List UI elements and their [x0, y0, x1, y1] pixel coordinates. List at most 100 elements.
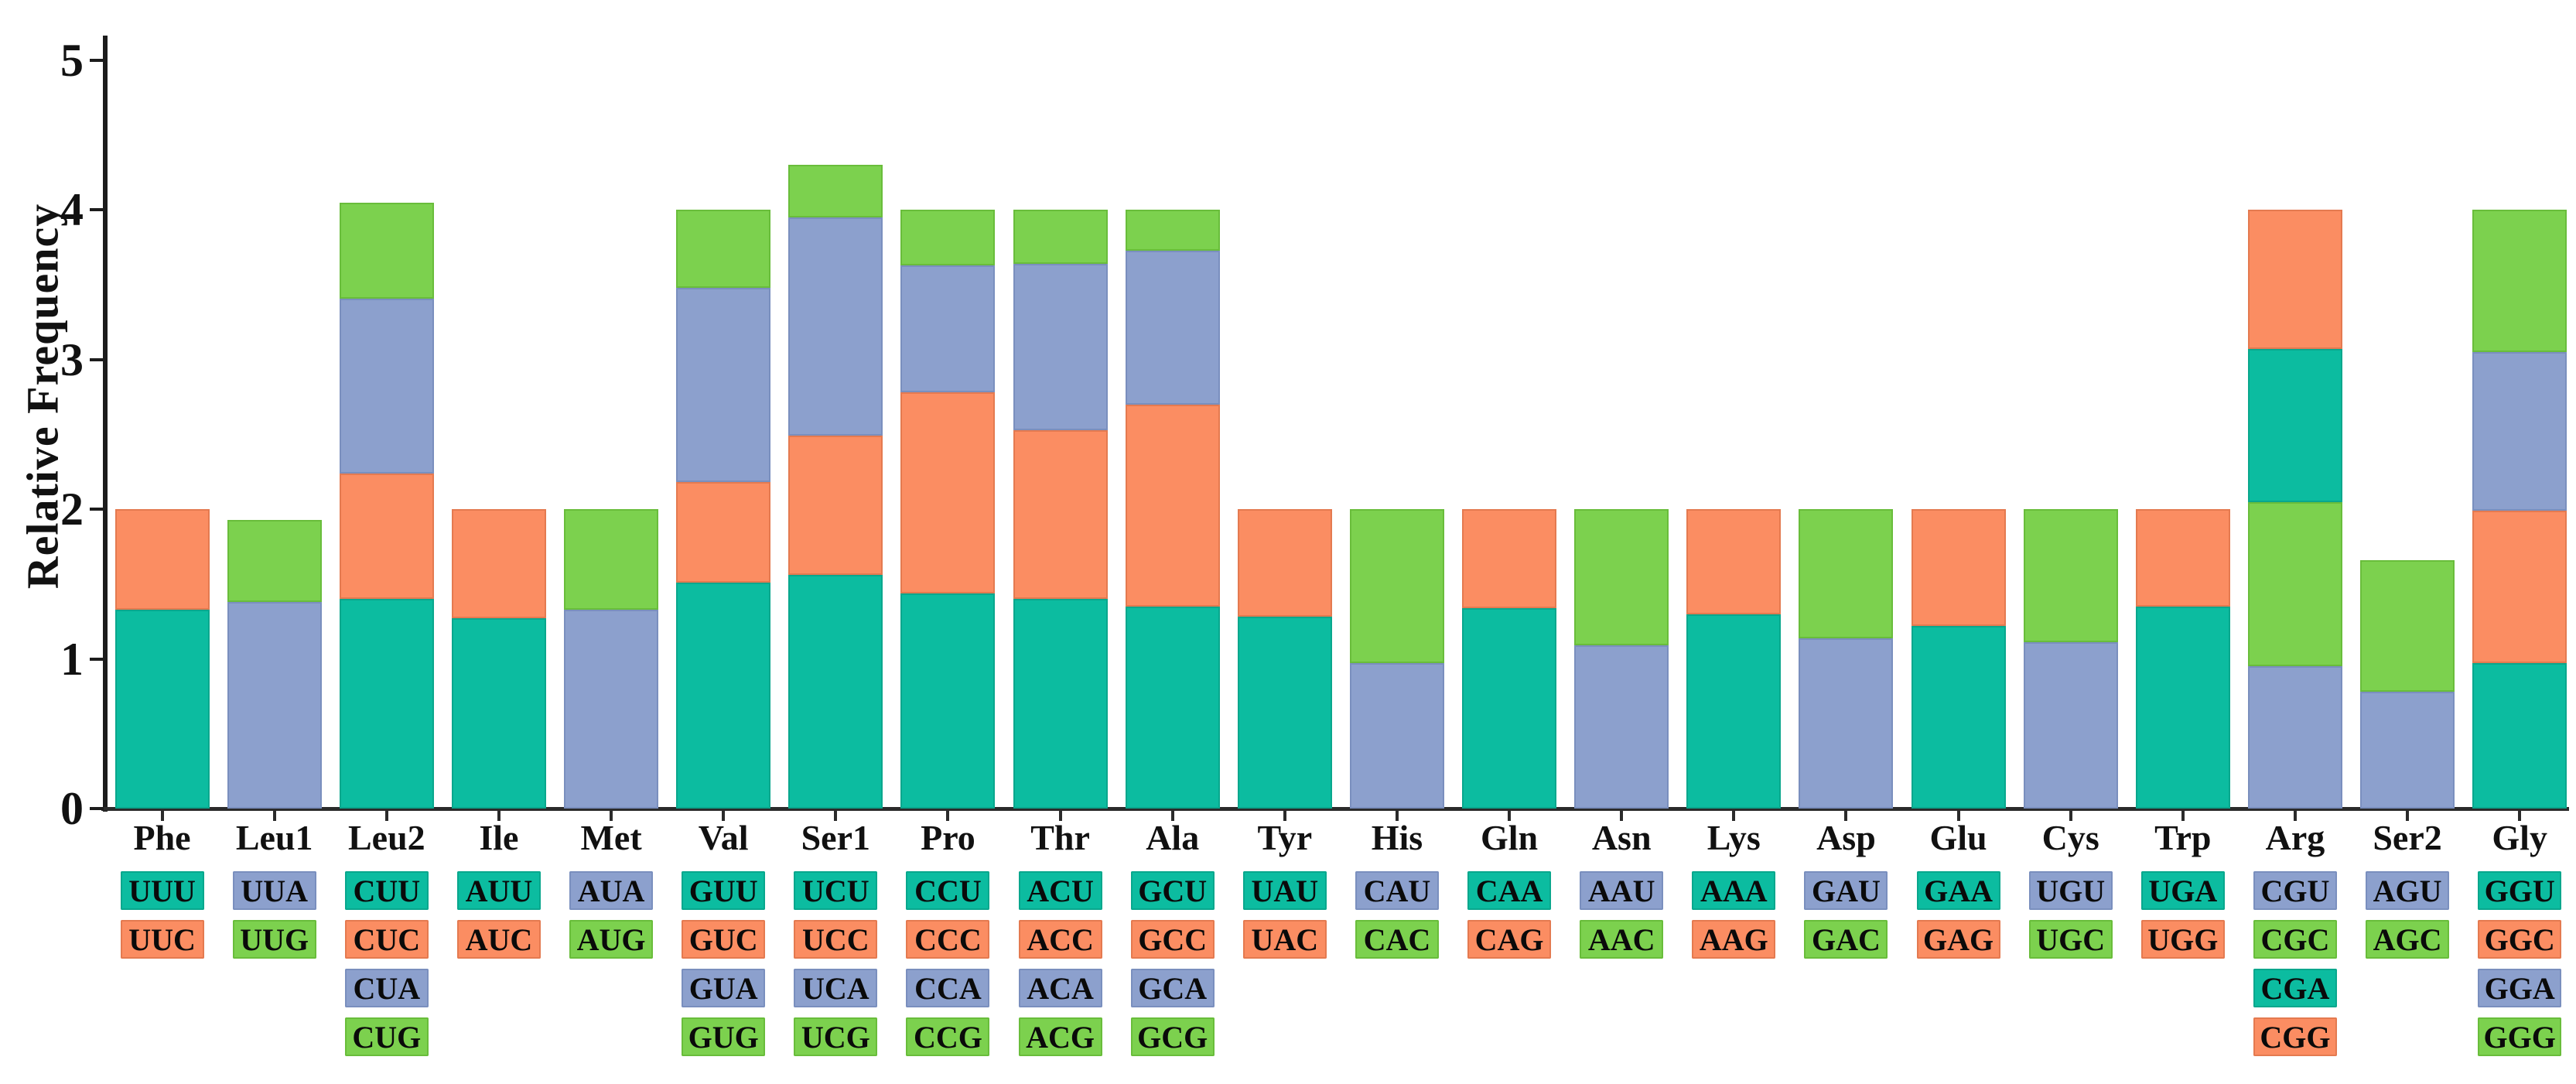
x-axis-label-Asn: Asn: [1591, 818, 1652, 857]
x-axis-label-Glu: Glu: [1929, 818, 1987, 857]
column-Leu1: Leu1 UUA UUG: [218, 0, 330, 1084]
bar-segment-AUG: [564, 509, 659, 610]
bar-segment-AAA: [1686, 614, 1782, 809]
codon-chip-AAC: AAC: [1580, 920, 1664, 959]
codon-chip-GCU: GCU: [1130, 871, 1215, 910]
bar-segment-GGA: [2472, 352, 2567, 511]
y-tick-label-4: 4: [60, 184, 84, 236]
bar-segment-AAC: [1574, 509, 1669, 646]
stacked-bar-His: [1349, 509, 1444, 809]
bar-segment-UGG: [2135, 509, 2230, 607]
bar-segment-AUU: [451, 618, 546, 809]
codon-chip-CCA: CCA: [906, 969, 990, 1007]
codon-chip-CUG: CUG: [344, 1017, 429, 1056]
codon-legend-Trp: UGA UGG: [2140, 871, 2225, 959]
bar-segment-AUA: [564, 609, 659, 809]
x-tick-Cys: [2069, 811, 2072, 821]
bar-segment-CCA: [900, 265, 996, 393]
codon-chip-CCC: CCC: [906, 920, 990, 959]
x-axis-label-Ile: Ile: [479, 818, 519, 857]
bar-segment-AAG: [1686, 509, 1782, 614]
codon-chip-UGU: UGU: [2028, 871, 2113, 910]
codon-chip-UCC: UCC: [794, 920, 878, 959]
codon-chip-AGC: AGC: [2366, 920, 2450, 959]
codon-chip-GCG: GCG: [1130, 1017, 1215, 1056]
stacked-bar-Pro: [900, 210, 996, 809]
stacked-bar-Glu: [1911, 509, 2006, 809]
codon-chip-UAC: UAC: [1242, 920, 1327, 959]
bar-segment-ACU: [1013, 599, 1108, 809]
column-Ala: Ala GCU GCC GCA GCG: [1116, 0, 1228, 1084]
stacked-bar-Tyr: [1237, 509, 1332, 809]
codon-chip-GGU: GGU: [2478, 871, 2562, 910]
column-Phe: Phe UUU UUC: [106, 0, 218, 1084]
bar-segment-ACC: [1013, 429, 1108, 600]
stacked-bar-Ser1: [788, 165, 883, 809]
column-Ser2: Ser2 AGU AGC: [2352, 0, 2464, 1084]
codon-legend-Tyr: UAU UAC: [1242, 871, 1327, 959]
bar-segment-GAA: [1911, 626, 2006, 809]
codon-legend-Leu2: CUU CUC CUA CUG: [344, 871, 429, 1056]
x-axis-label-Cys: Cys: [2041, 818, 2099, 857]
x-axis-label-Gly: Gly: [2492, 818, 2547, 857]
codon-chip-AAA: AAA: [1692, 871, 1776, 910]
codon-legend-Phe: UUU UUC: [120, 871, 204, 959]
codon-chip-UGC: UGC: [2028, 920, 2113, 959]
stacked-bar-Gln: [1462, 509, 1557, 809]
codon-legend-Cys: UGU UGC: [2028, 871, 2113, 959]
codon-legend-Ile: AUU AUC: [456, 871, 541, 959]
x-axis-label-Trp: Trp: [2154, 818, 2212, 857]
codon-legend-Val: GUU GUC GUA GUG: [682, 871, 766, 1056]
stacked-bar-Leu1: [227, 519, 322, 809]
codon-chip-UCU: UCU: [794, 871, 878, 910]
x-axis-label-Leu2: Leu2: [347, 818, 425, 857]
codon-legend-Asp: GAU GAC: [1804, 871, 1888, 959]
bar-segment-UCA: [788, 217, 883, 436]
column-Trp: Trp UGA UGG: [2127, 0, 2239, 1084]
codon-chip-GUC: GUC: [682, 920, 766, 959]
codon-chip-ACU: ACU: [1018, 871, 1102, 910]
y-tick-label-0: 0: [60, 783, 84, 834]
codon-legend-Gly: GGU GGC GGA GGG: [2478, 871, 2562, 1056]
codon-chip-UCA: UCA: [794, 969, 878, 1007]
column-Val: Val GUU GUC GUA GUG: [668, 0, 780, 1084]
bar-segment-GAG: [1911, 509, 2006, 627]
bar-segment-CAU: [1349, 663, 1444, 809]
stacked-bar-Asp: [1799, 509, 1894, 809]
y-tick-2: [90, 508, 104, 511]
codon-chip-CUA: CUA: [344, 969, 429, 1007]
x-axis-label-Thr: Thr: [1030, 818, 1090, 857]
bar-segment-CUA: [339, 298, 434, 474]
codon-legend-Pro: CCU CCC CCA CCG: [906, 871, 990, 1056]
stacked-bar-Lys: [1686, 509, 1782, 809]
codon-chip-CGC: CGC: [2253, 920, 2337, 959]
column-Thr: Thr ACU ACC ACA ACG: [1004, 0, 1116, 1084]
codon-chip-AUG: AUG: [569, 920, 654, 959]
x-tick-Lys: [1732, 811, 1736, 821]
codon-legend-Asn: AAU AAC: [1580, 871, 1664, 959]
x-tick-Arg: [2293, 811, 2297, 821]
codon-legend-Gln: CAA CAG: [1467, 871, 1552, 959]
x-tick-Phe: [160, 811, 164, 821]
stacked-bar-Arg: [2247, 210, 2342, 809]
x-axis-line: [101, 807, 2569, 811]
column-Arg: Arg CGU CGC CGA CGG: [2239, 0, 2351, 1084]
column-Leu2: Leu2 CUU CUC CUA CUG: [330, 0, 442, 1084]
bar-segment-UUC: [114, 509, 210, 610]
codon-chip-CAU: CAU: [1355, 871, 1439, 910]
codon-chip-AUA: AUA: [569, 871, 654, 910]
codon-chip-UCG: UCG: [794, 1017, 878, 1056]
bar-segment-ACG: [1013, 210, 1108, 265]
codon-chip-GAG: GAG: [1916, 920, 2000, 959]
stacked-bar-Gly: [2472, 210, 2567, 809]
x-axis-label-Phe: Phe: [133, 818, 191, 857]
x-tick-Met: [610, 811, 613, 821]
codon-chip-AAG: AAG: [1692, 920, 1776, 959]
codon-chip-CCU: CCU: [906, 871, 990, 910]
column-Cys: Cys UGU UGC: [2014, 0, 2127, 1084]
bar-segment-UCC: [788, 436, 883, 576]
codon-chip-UGA: UGA: [2140, 871, 2225, 910]
bar-segment-CGC: [2247, 501, 2342, 667]
codon-chip-GGA: GGA: [2478, 969, 2562, 1007]
bar-segment-AUC: [451, 509, 546, 619]
